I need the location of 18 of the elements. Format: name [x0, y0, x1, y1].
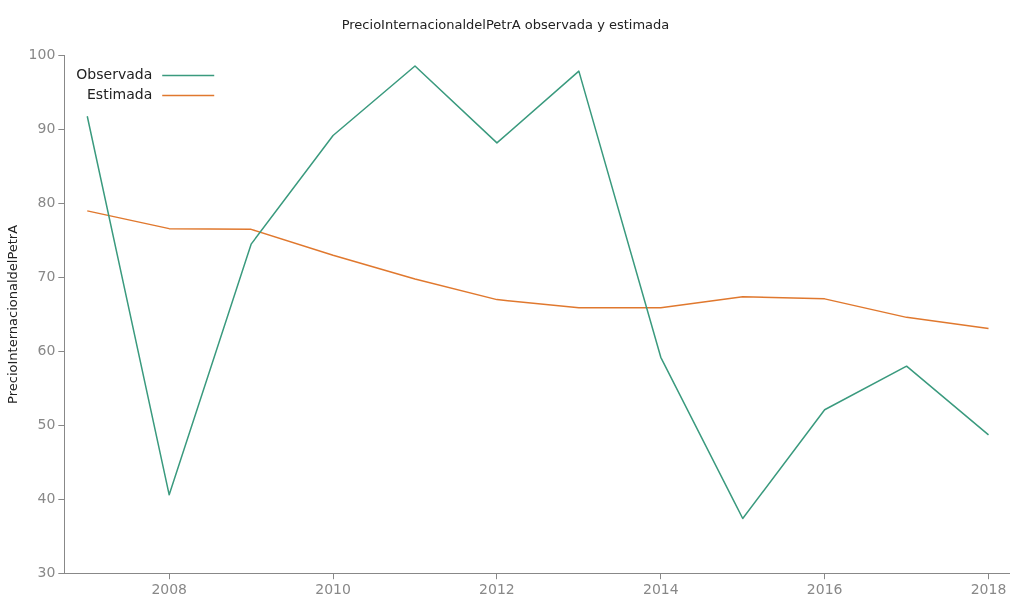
y-axis-title: PrecioInternacionaldelPetrA [5, 224, 21, 404]
x-tick-label: 2012 [479, 581, 515, 598]
y-tick-label: 100 [28, 46, 56, 63]
x-tick-label: 2018 [970, 581, 1007, 598]
legend-label: Estimada [87, 86, 153, 103]
chart-title: PrecioInternacionaldelPetrA observada y estimada [341, 17, 670, 33]
x-tick-label: 2014 [642, 581, 679, 598]
y-tick-label: 30 [37, 563, 56, 580]
x-tick-label: 2016 [806, 581, 843, 598]
y-tick-label: 90 [37, 120, 56, 137]
y-tick-label: 40 [37, 489, 56, 506]
y-tick-label: 50 [37, 415, 56, 432]
x-tick-label: 2008 [151, 581, 188, 598]
y-tick-label: 80 [37, 194, 56, 211]
x-tick-label: 2010 [315, 581, 351, 598]
y-tick-label: 60 [37, 342, 56, 359]
y-tick-label: 70 [37, 268, 56, 285]
legend-label: Observada [76, 66, 153, 83]
